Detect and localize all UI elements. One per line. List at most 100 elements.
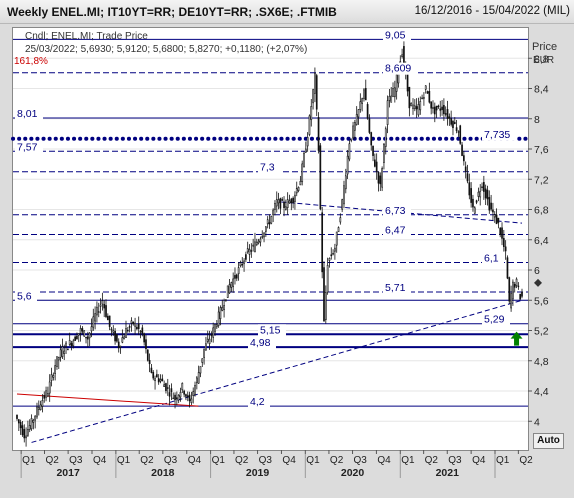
last-price-marker-icon [534, 278, 542, 287]
candle-body [270, 215, 273, 224]
level-label: 5,71 [385, 282, 406, 294]
candle-body [101, 300, 104, 305]
candle-body [88, 332, 91, 339]
candle-body [108, 315, 111, 327]
level-label: 7,57 [17, 141, 38, 153]
level-label: 8,609 [385, 63, 411, 75]
quarter-label: Q1 [306, 455, 320, 466]
candle-body [304, 148, 307, 153]
candle-body [315, 75, 318, 110]
candle-body [81, 328, 84, 332]
candle-body [259, 238, 262, 243]
candle-body [19, 421, 22, 429]
candle-body [297, 187, 300, 191]
candle-body [495, 214, 498, 225]
candle-body [346, 155, 349, 175]
candle-body [363, 89, 365, 99]
candle-body [206, 338, 209, 342]
candle-body [39, 404, 42, 411]
candle-body [328, 258, 331, 261]
candle-body [448, 116, 451, 119]
quarter-label: Q2 [46, 455, 60, 466]
candle-body [437, 105, 440, 108]
candle-body [34, 415, 37, 421]
candle-body [186, 395, 189, 397]
candle-body [72, 340, 75, 347]
level-label: 6,73 [385, 205, 406, 217]
candle-body [65, 342, 67, 347]
candle-body [308, 115, 311, 135]
candle-body [348, 143, 351, 160]
auto-scale-button[interactable]: Auto [533, 433, 564, 449]
candle-body [355, 114, 358, 125]
candle-body [433, 106, 436, 115]
candle-body [326, 265, 329, 293]
candle-body [435, 105, 438, 111]
candle-body [94, 313, 96, 322]
y-tick-label: 7,6 [534, 144, 549, 156]
candle-body [225, 299, 227, 301]
chart-window-title: Weekly ENEL.MI; IT10YT=RR; DE10YT=RR; .S… [7, 5, 337, 19]
y-tick-label: 4,4 [534, 386, 549, 398]
candle-body [74, 336, 76, 341]
level-label: 5,29 [484, 314, 505, 326]
candle-body [59, 349, 62, 358]
candle-body [37, 407, 40, 410]
candle-body [190, 398, 193, 403]
quarter-label: Q2 [140, 455, 154, 466]
candle-body [217, 311, 220, 326]
candle-body [219, 307, 222, 319]
candle-body [472, 198, 474, 208]
up-arrow-icon [510, 331, 523, 346]
candle-body [234, 275, 236, 279]
candle-body [483, 182, 485, 192]
candle-body [119, 345, 122, 348]
candle-body [424, 85, 427, 90]
level-label-bg [258, 324, 286, 337]
candle-body [275, 199, 278, 207]
candle-body [457, 131, 460, 133]
candle-body [157, 378, 160, 383]
candle-body [285, 206, 287, 210]
candle-body [383, 143, 385, 163]
level-label-bg [248, 396, 270, 409]
candle-body [45, 390, 47, 398]
candle-body [357, 109, 360, 118]
candle-body [85, 336, 87, 339]
candle-body [183, 390, 185, 395]
chart-plot-area[interactable] [12, 27, 529, 451]
candle-body [47, 393, 49, 397]
candle-body [32, 419, 35, 423]
candle-body [470, 188, 472, 203]
candle-body [337, 227, 340, 232]
y-tick-label: 8,8 [534, 53, 549, 65]
candle-body [519, 293, 522, 300]
candle-body [497, 217, 500, 223]
candle-body [501, 227, 503, 239]
candle-body [61, 346, 64, 357]
quarter-label: Q1 [401, 455, 415, 466]
candle-body [366, 104, 369, 119]
candle-body [215, 324, 218, 328]
candle-body [272, 209, 274, 216]
candle-body [428, 90, 431, 103]
candle-body [317, 117, 320, 151]
candle-body [408, 86, 411, 109]
candle-body [364, 88, 367, 101]
level-label-bg [482, 313, 510, 326]
candle-body [203, 348, 205, 358]
candle-body [517, 285, 520, 288]
level-label: 7,3 [260, 162, 275, 174]
candle-body [321, 212, 324, 273]
candle-body [79, 328, 82, 334]
candle-body [152, 372, 155, 379]
candle-body [141, 327, 144, 334]
candle-body [132, 321, 135, 325]
candle-body [197, 372, 200, 384]
candle-body [212, 327, 215, 338]
candle-body [83, 330, 86, 337]
candle-body [481, 186, 483, 188]
candle-body [466, 173, 469, 182]
candle-body [125, 328, 127, 338]
